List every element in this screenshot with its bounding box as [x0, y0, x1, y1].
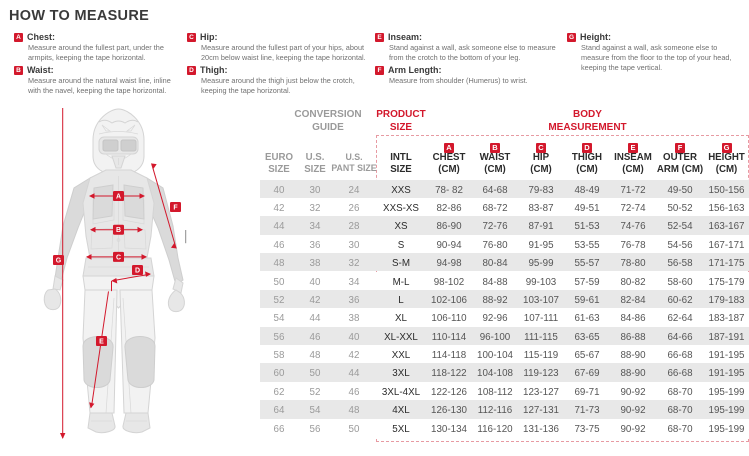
svg-text:E: E: [99, 339, 104, 346]
svg-text:D: D: [135, 268, 140, 275]
svg-text:C: C: [116, 254, 121, 261]
svg-text:F: F: [173, 205, 178, 212]
svg-text:A: A: [116, 194, 121, 201]
svg-text:B: B: [116, 227, 121, 234]
svg-text:G: G: [56, 258, 62, 265]
